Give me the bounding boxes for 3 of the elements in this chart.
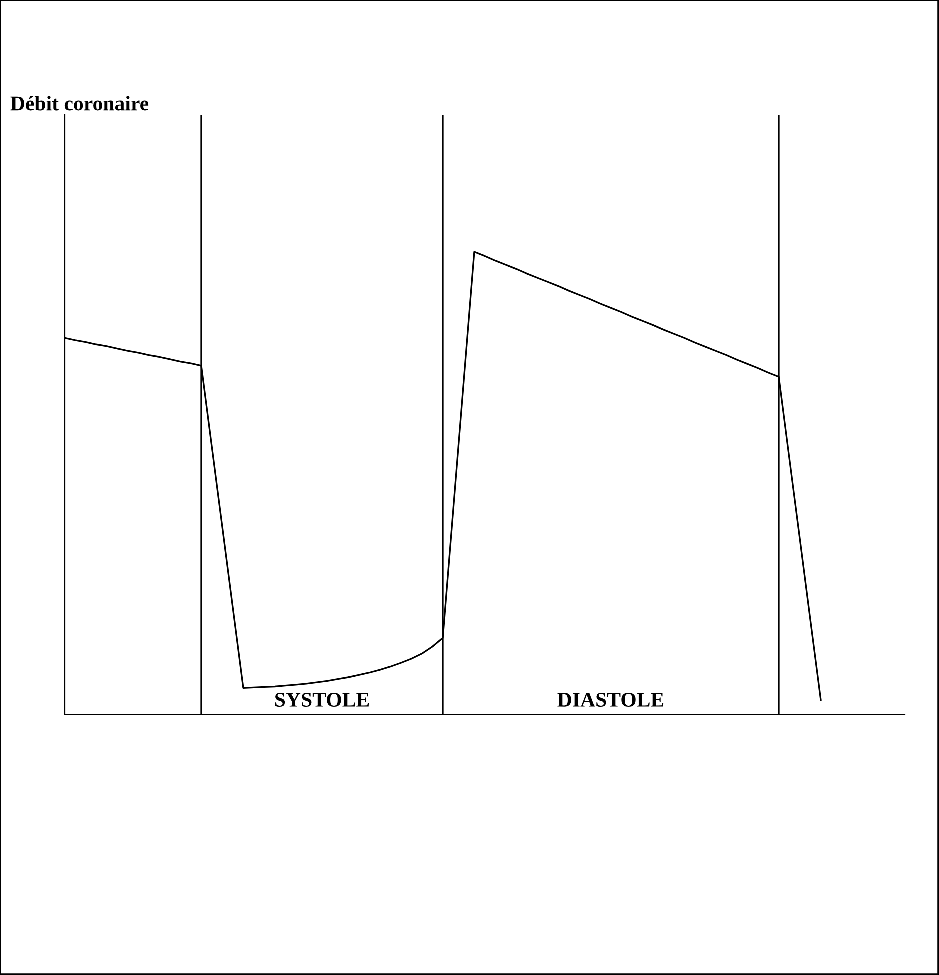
annotation: DIASTOLE xyxy=(558,693,664,708)
text: Débit coronaire xyxy=(10,96,149,111)
annotation: SYSTOLE xyxy=(275,693,370,708)
